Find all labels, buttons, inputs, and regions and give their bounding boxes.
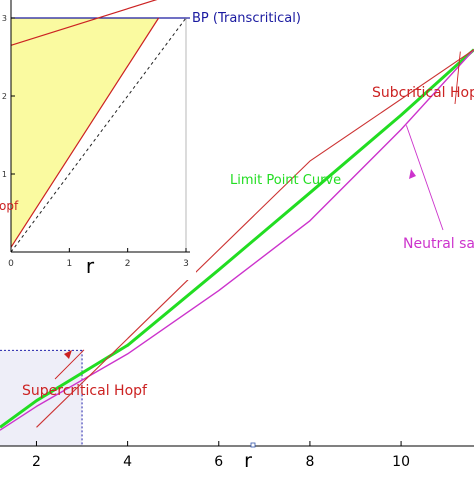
main-x-tick-label-8: 8: [305, 454, 314, 470]
inset-x-tick-label-1: 1: [66, 259, 72, 269]
annotation-limit-point-curve: Limit Point Curve: [230, 173, 341, 188]
inset-x-tick-label-3: 3: [183, 259, 189, 269]
annotation-subcritical-hopf: Subcritical Hopf: [372, 85, 474, 101]
annotation-neutral-saddle: Neutral sac: [403, 236, 474, 252]
inset-y-tick-label-1: 1: [2, 170, 7, 179]
annotation-inset-hopf: opf: [0, 199, 19, 213]
annotation-supercritical-hopf: Supercritical Hopf: [22, 383, 148, 399]
inset-y-tick-label-3: 3: [2, 14, 7, 23]
main-x-tick-label-4: 4: [123, 454, 132, 470]
annotation-bp-transcritical: BP (Transcritical): [192, 11, 301, 26]
main-x-axis-label: r: [244, 450, 252, 472]
inset-x-axis-label: r: [86, 254, 95, 278]
main-x-tick-label-10: 10: [392, 454, 410, 470]
inset-x-tick-label-2: 2: [125, 259, 131, 269]
annotation-neutral-saddle-arrowhead: [409, 169, 416, 179]
main-x-tick-label-2: 2: [32, 454, 41, 470]
inset-x-tick-label-0: 0: [8, 259, 14, 269]
main-x-tick-label-6: 6: [214, 454, 223, 470]
inset-y-tick-label-2: 2: [2, 92, 7, 101]
main-x-label-marker: [251, 443, 255, 447]
